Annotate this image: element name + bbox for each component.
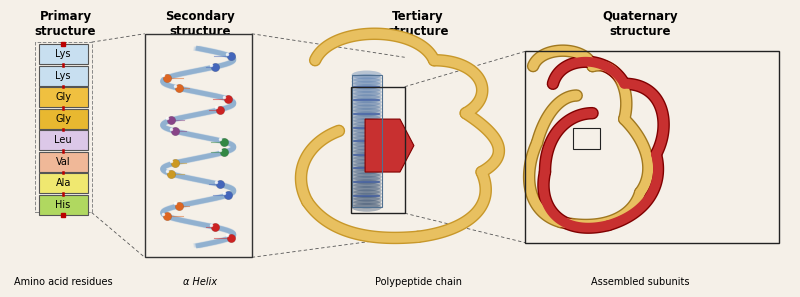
Ellipse shape: [352, 88, 382, 96]
Bar: [352, 75, 382, 207]
Text: Secondary
structure: Secondary structure: [166, 10, 235, 38]
Bar: [38, 151, 88, 172]
Ellipse shape: [352, 162, 382, 171]
Bar: [38, 130, 88, 150]
Ellipse shape: [352, 74, 382, 83]
Text: Primary
structure: Primary structure: [34, 10, 96, 38]
Text: Amino acid residues: Amino acid residues: [14, 277, 113, 287]
Ellipse shape: [352, 203, 382, 212]
Ellipse shape: [352, 70, 382, 79]
Text: Lys: Lys: [55, 71, 71, 81]
Text: Gly: Gly: [55, 92, 71, 102]
Bar: [573, 128, 601, 148]
Ellipse shape: [352, 108, 382, 117]
Text: Val: Val: [56, 157, 70, 167]
Ellipse shape: [352, 125, 382, 134]
Ellipse shape: [352, 186, 382, 195]
Ellipse shape: [352, 159, 382, 168]
Ellipse shape: [352, 94, 382, 103]
Text: Ala: Ala: [55, 178, 71, 188]
Ellipse shape: [352, 196, 382, 205]
Ellipse shape: [352, 166, 382, 174]
Text: Leu: Leu: [54, 135, 72, 145]
Ellipse shape: [352, 84, 382, 93]
Ellipse shape: [352, 111, 382, 120]
Ellipse shape: [352, 81, 382, 89]
Ellipse shape: [352, 135, 382, 144]
Text: Quaternary
structure: Quaternary structure: [602, 10, 678, 38]
Bar: [38, 109, 88, 129]
Bar: [525, 51, 778, 243]
Bar: [145, 34, 252, 257]
Bar: [38, 173, 88, 193]
Bar: [38, 66, 88, 86]
Bar: [38, 195, 88, 215]
Ellipse shape: [352, 145, 382, 154]
Ellipse shape: [352, 183, 382, 191]
Text: His: His: [55, 200, 70, 210]
Ellipse shape: [352, 77, 382, 86]
Bar: [34, 42, 92, 212]
Ellipse shape: [352, 128, 382, 137]
Text: α Helix: α Helix: [183, 277, 218, 287]
Ellipse shape: [352, 148, 382, 157]
Polygon shape: [365, 119, 414, 172]
Text: Polypeptide chain: Polypeptide chain: [374, 277, 462, 287]
Ellipse shape: [352, 98, 382, 107]
Ellipse shape: [352, 169, 382, 178]
Ellipse shape: [352, 132, 382, 140]
Bar: [351, 87, 405, 213]
Ellipse shape: [352, 200, 382, 208]
Ellipse shape: [352, 138, 382, 147]
Ellipse shape: [352, 115, 382, 124]
Text: Lys: Lys: [55, 49, 71, 59]
Ellipse shape: [352, 142, 382, 151]
Text: Tertiary
structure: Tertiary structure: [387, 10, 449, 38]
Ellipse shape: [352, 91, 382, 100]
Ellipse shape: [352, 189, 382, 198]
Bar: [38, 87, 88, 108]
Ellipse shape: [352, 152, 382, 161]
Ellipse shape: [352, 101, 382, 110]
Ellipse shape: [352, 105, 382, 113]
Ellipse shape: [352, 172, 382, 181]
Bar: [38, 44, 88, 64]
Ellipse shape: [352, 179, 382, 188]
Ellipse shape: [352, 176, 382, 185]
Ellipse shape: [352, 118, 382, 127]
Text: Assembled subunits: Assembled subunits: [591, 277, 690, 287]
Ellipse shape: [352, 121, 382, 130]
Ellipse shape: [352, 155, 382, 164]
Ellipse shape: [352, 193, 382, 202]
Text: Gly: Gly: [55, 114, 71, 124]
